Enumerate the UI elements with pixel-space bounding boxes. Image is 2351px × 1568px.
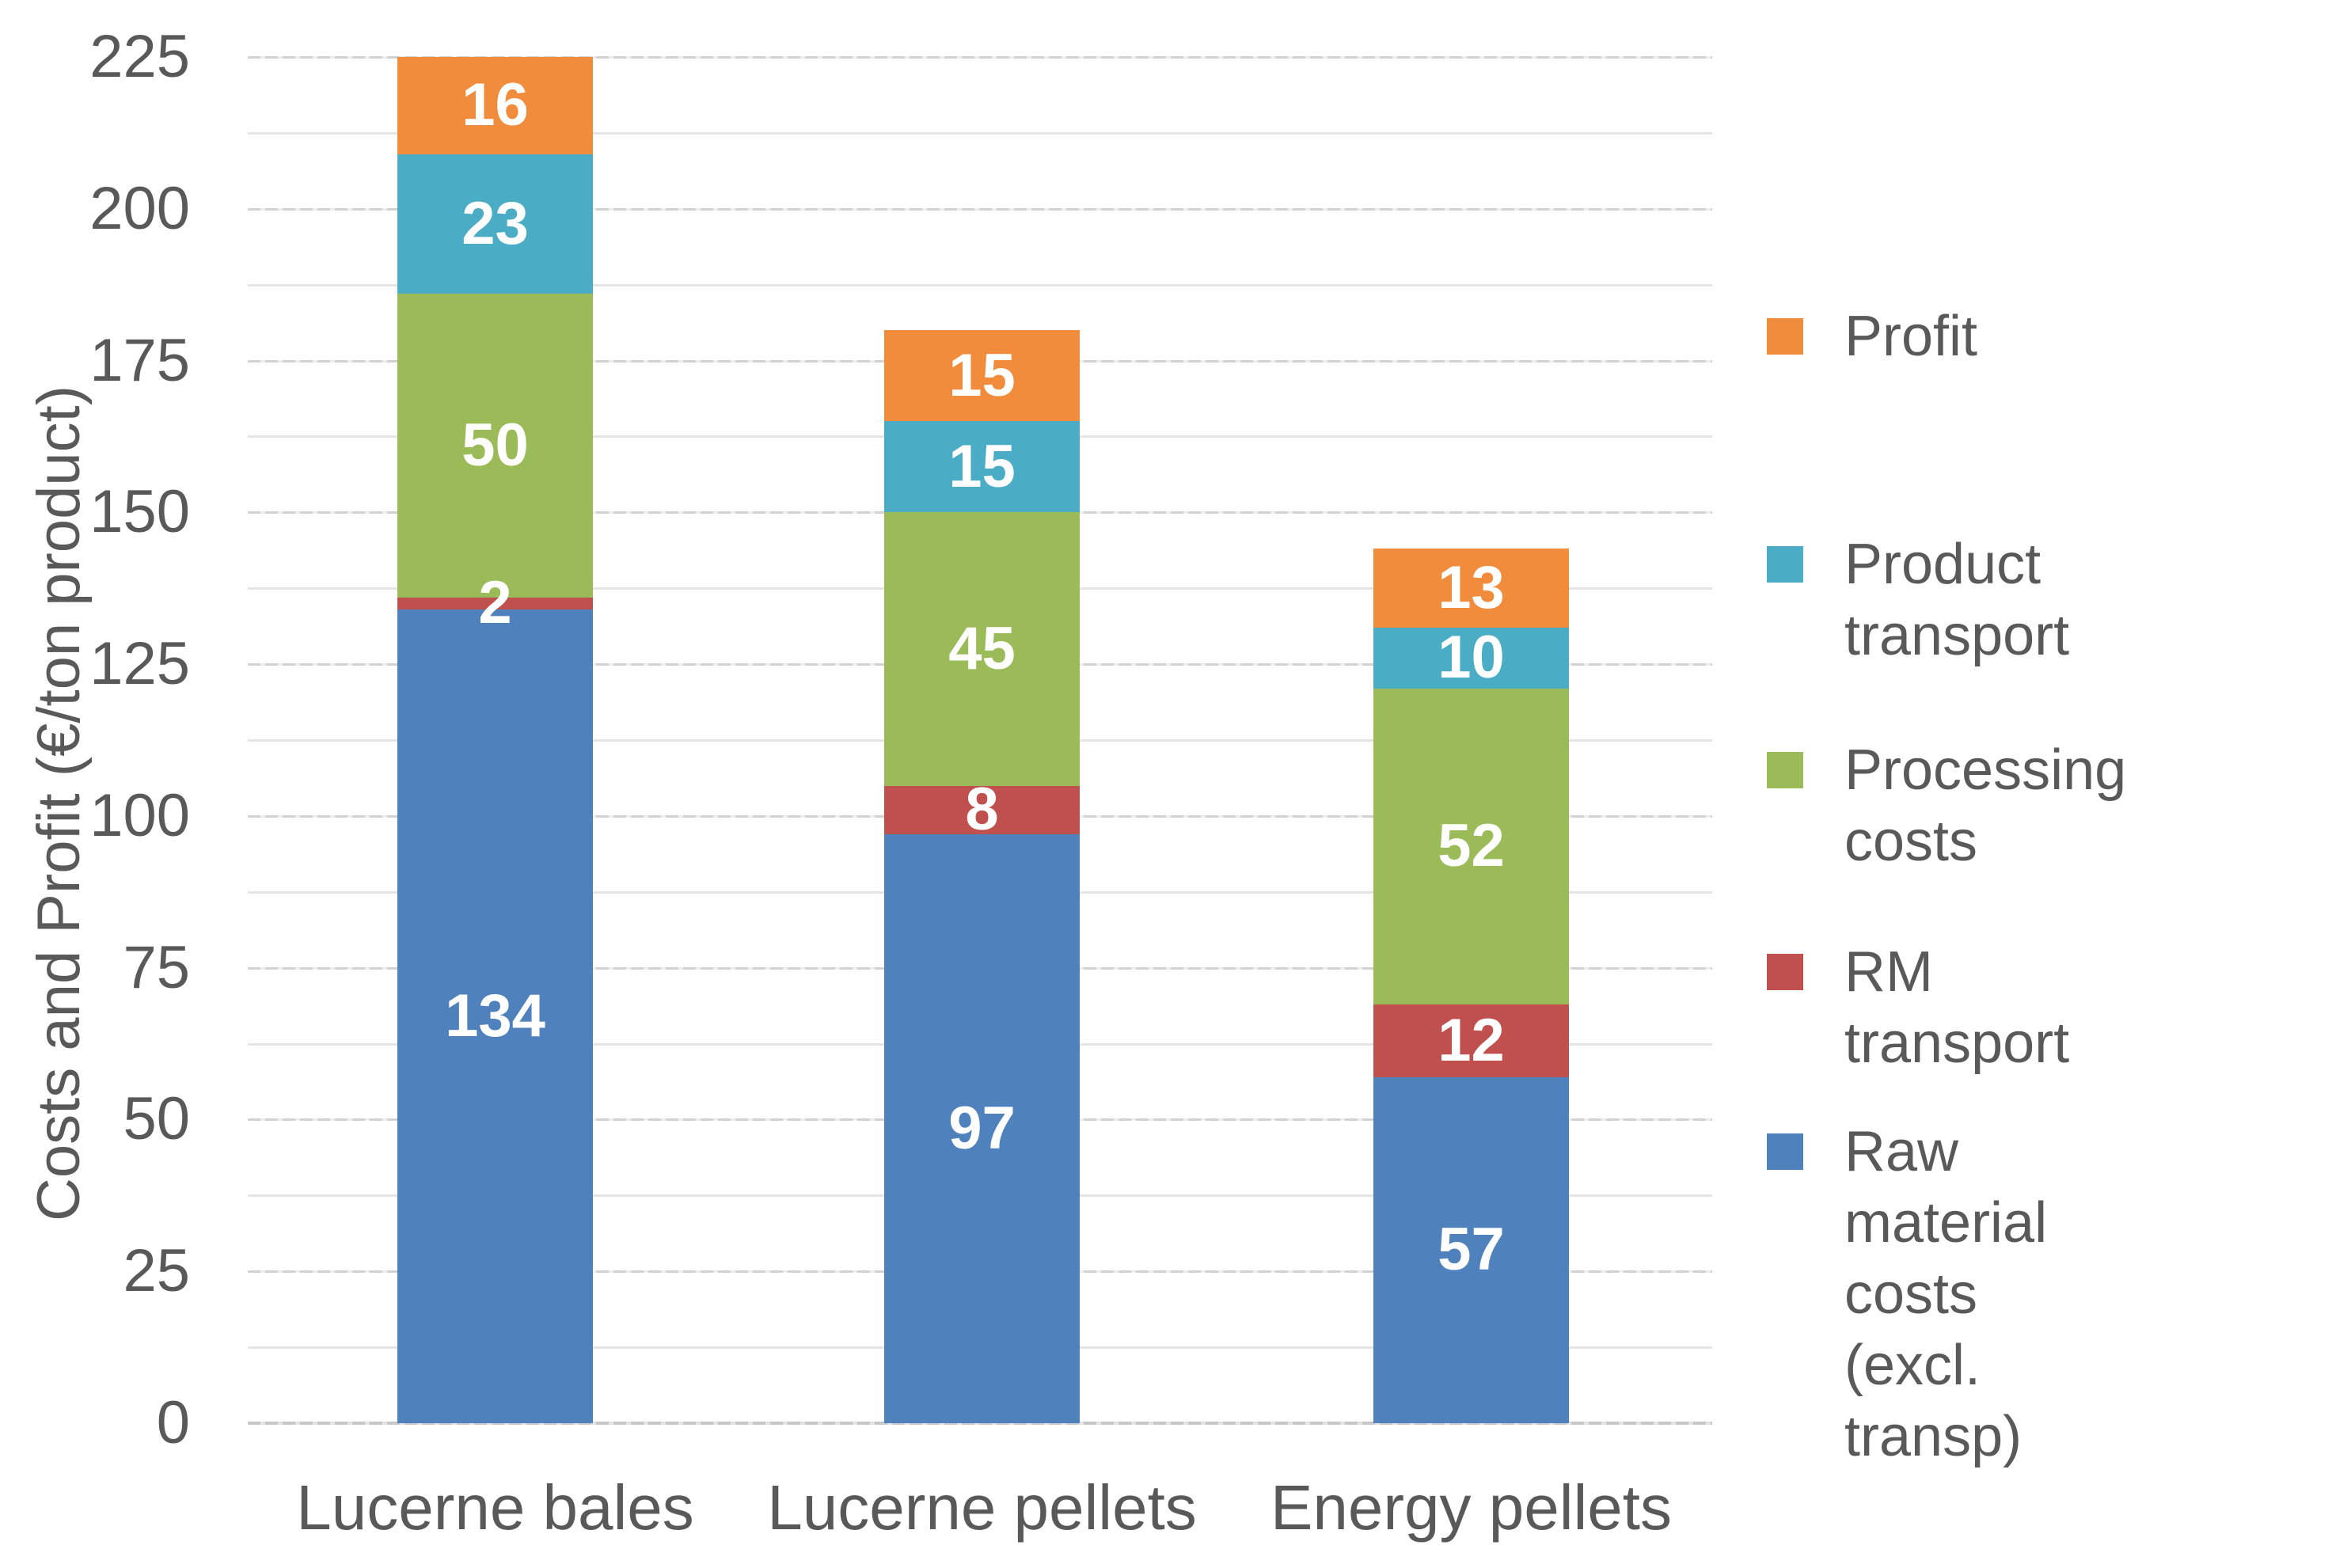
legend-item-rm-transport: RM transport bbox=[1767, 936, 2069, 1079]
value-label: 15 bbox=[948, 341, 1016, 409]
category-label-energy-pellets: Energy pellets bbox=[1270, 1472, 1672, 1543]
category-label-lucerne-bales: Lucerne bales bbox=[296, 1472, 694, 1543]
value-label: 57 bbox=[1438, 1216, 1505, 1284]
value-label: 10 bbox=[1438, 624, 1505, 692]
legend-swatch-icon bbox=[1767, 752, 1803, 788]
minor-gridline bbox=[248, 283, 1712, 287]
value-label: 15 bbox=[948, 432, 1016, 500]
y-axis-tick-label: 200 bbox=[89, 174, 190, 242]
y-axis-tick-label: 25 bbox=[123, 1237, 190, 1305]
y-axis-tick-label: 0 bbox=[156, 1389, 190, 1456]
legend-label: Processing costs bbox=[1844, 738, 2127, 873]
category-label-lucerne-pellets: Lucerne pellets bbox=[767, 1472, 1197, 1543]
bar-lucerne-bales: 134 2 50 23 16 bbox=[397, 57, 593, 1423]
major-gridline bbox=[248, 207, 1712, 211]
legend-swatch-icon bbox=[1767, 546, 1803, 583]
legend-item-product-transport: Product transport bbox=[1767, 529, 2069, 671]
bar-lucerne-pellets: 97 8 45 15 15 bbox=[884, 330, 1080, 1423]
legend-item-raw-material-costs: Raw material costs (excl. transp) bbox=[1767, 1116, 2047, 1472]
segment-profit: 13 bbox=[1373, 549, 1569, 628]
y-axis-tick-label: 150 bbox=[89, 478, 190, 546]
value-label: 23 bbox=[461, 189, 529, 257]
y-axis-tick-label: 225 bbox=[89, 23, 190, 90]
legend-item-profit: Profit bbox=[1767, 301, 1977, 372]
minor-gridline bbox=[248, 131, 1712, 135]
segment-product-transport: 15 bbox=[884, 421, 1080, 513]
y-axis-tick-label: 75 bbox=[123, 933, 190, 1001]
segment-raw-material-costs-excl-transp: 57 bbox=[1373, 1076, 1569, 1423]
legend-label: Raw material costs (excl. transp) bbox=[1844, 1120, 2048, 1468]
major-gridline bbox=[248, 56, 1712, 59]
legend-swatch-icon bbox=[1767, 318, 1803, 355]
segment-product-transport: 10 bbox=[1373, 628, 1569, 689]
value-label: 12 bbox=[1438, 1006, 1505, 1074]
bar-energy-pellets: 57 12 52 10 13 bbox=[1373, 549, 1569, 1423]
segment-processing-costs: 52 bbox=[1373, 688, 1569, 1004]
legend-label: RM transport bbox=[1844, 940, 2070, 1075]
segment-profit: 16 bbox=[397, 57, 593, 154]
segment-rm-transport: 2 bbox=[397, 573, 593, 633]
value-label: 2 bbox=[478, 569, 512, 637]
legend-swatch-icon bbox=[1767, 1133, 1803, 1170]
legend-item-processing-costs: Processing costs bbox=[1767, 735, 2126, 877]
legend-label: Product transport bbox=[1844, 533, 2070, 667]
value-label: 97 bbox=[948, 1094, 1016, 1162]
value-label: 45 bbox=[948, 614, 1016, 682]
segment-rm-transport: 8 bbox=[884, 780, 1080, 840]
value-label: 52 bbox=[1438, 812, 1505, 880]
segment-profit: 15 bbox=[884, 330, 1080, 422]
segment-raw-material-costs-excl-transp: 97 bbox=[884, 833, 1080, 1423]
value-label: 13 bbox=[1438, 554, 1505, 622]
y-axis-tick-label: 50 bbox=[123, 1085, 190, 1153]
legend-swatch-icon bbox=[1767, 954, 1803, 990]
value-label: 8 bbox=[965, 776, 999, 844]
y-axis-tick-label: 100 bbox=[89, 781, 190, 849]
legend-label: Profit bbox=[1844, 305, 1978, 368]
value-label: 16 bbox=[461, 71, 529, 139]
segment-product-transport: 23 bbox=[397, 154, 593, 294]
segment-rm-transport: 12 bbox=[1373, 1004, 1569, 1077]
y-axis-tick-label: 125 bbox=[89, 630, 190, 698]
segment-raw-material-costs-excl-transp: 134 bbox=[397, 609, 593, 1423]
value-label: 50 bbox=[461, 411, 529, 479]
segment-processing-costs: 45 bbox=[884, 512, 1080, 786]
segment-processing-costs: 50 bbox=[397, 294, 593, 598]
y-axis-tick-label: 175 bbox=[89, 326, 190, 394]
value-label: 134 bbox=[445, 982, 545, 1050]
x-axis-line bbox=[248, 1422, 1712, 1425]
